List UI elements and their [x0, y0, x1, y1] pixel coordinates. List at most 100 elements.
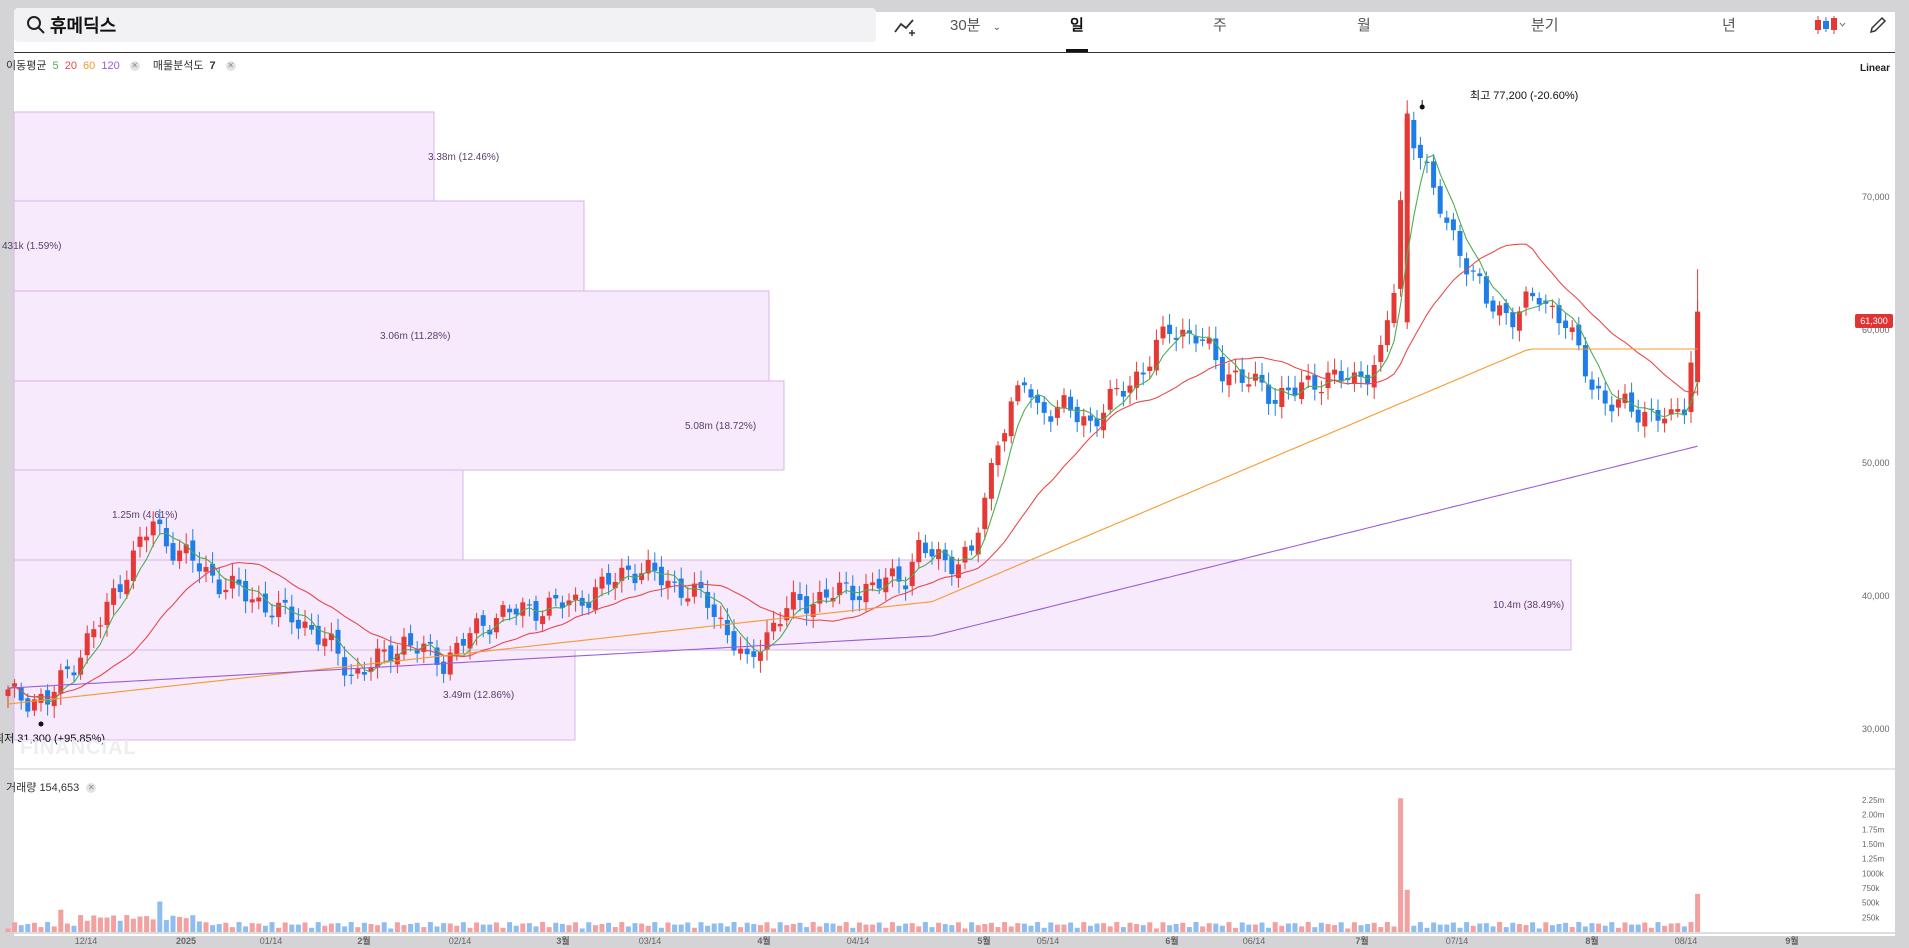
close-volume-profile-icon[interactable]: ✕ — [225, 61, 236, 72]
x-axis-tick-label: 3월 — [556, 935, 569, 946]
volume-bar — [1299, 926, 1305, 932]
x-axis-tick-label: 8월 — [1585, 935, 1598, 946]
candle-body — [685, 598, 691, 602]
ma60-line — [7, 348, 1698, 705]
candle-body — [78, 657, 84, 675]
candle-body — [784, 608, 790, 621]
volume-bar — [1404, 889, 1410, 932]
volume-bar — [982, 924, 988, 932]
volume-bar — [229, 927, 235, 932]
candle-body — [1021, 382, 1027, 386]
volume-bar — [1061, 924, 1067, 932]
candle-body — [1233, 370, 1239, 373]
candle-body — [1516, 311, 1522, 331]
volume-bar — [1312, 927, 1318, 932]
candle-body — [427, 641, 433, 644]
volume-bar — [830, 923, 836, 932]
candle-body — [315, 625, 321, 645]
line-drawing-tool-icon[interactable] — [893, 16, 917, 36]
stock-search-box[interactable] — [14, 8, 876, 42]
chart-type-candle-icon[interactable] — [1812, 15, 1846, 35]
tab-day[interactable]: 일 — [1070, 17, 1084, 34]
volume-bar — [434, 926, 440, 932]
candle-body — [460, 638, 466, 646]
candle-body — [903, 585, 909, 590]
candle-body — [507, 608, 513, 613]
tab-month[interactable]: 월 — [1357, 17, 1371, 34]
volume-bar — [170, 915, 176, 932]
volume-bar — [1596, 923, 1602, 932]
candle-body — [896, 566, 902, 582]
candle-body — [1549, 305, 1555, 308]
y-axis-tick-label: 60,000 — [1862, 325, 1890, 335]
volume-bar — [592, 925, 598, 932]
volume-profile-label: 3.49m (12.86%) — [443, 690, 514, 701]
volume-bar — [441, 923, 447, 932]
tab-year[interactable]: 년 — [1722, 17, 1736, 34]
candle-body — [1450, 219, 1456, 231]
pencil-edit-icon[interactable] — [1868, 15, 1888, 35]
candle-body — [1688, 362, 1694, 412]
volume-bar — [540, 922, 546, 932]
volume-bar — [203, 922, 209, 932]
candle-body — [474, 618, 480, 634]
volume-profile-bar — [13, 649, 576, 741]
candle-body — [573, 594, 579, 600]
volume-bar — [724, 926, 730, 932]
volume-bar — [718, 923, 724, 932]
candle-body — [1378, 344, 1384, 362]
candle-body — [1536, 298, 1542, 305]
candle-body — [493, 617, 499, 633]
volume-tick-label: 1.25m — [1862, 855, 1885, 864]
volume-bar — [1648, 927, 1654, 932]
volume-bar — [942, 924, 948, 932]
candle-body — [1140, 372, 1146, 375]
stock-name[interactable]: 휴메딕스 — [50, 16, 117, 36]
volume-bar — [520, 923, 526, 932]
candle-body — [526, 604, 532, 606]
tab-quarter[interactable]: 분기 — [1531, 17, 1559, 34]
volume-bar — [25, 924, 31, 932]
interval-dropdown[interactable]: 30분 ⌄ — [950, 17, 1002, 34]
volume-bar — [1193, 922, 1199, 932]
candle-body — [269, 615, 275, 618]
volume-bar — [1530, 922, 1536, 932]
candle-body — [738, 648, 744, 654]
volume-bar — [995, 927, 1001, 932]
volume-bar — [1114, 922, 1120, 932]
candle-body — [969, 545, 975, 551]
volume-bar — [216, 924, 222, 932]
close-volume-icon[interactable]: ✕ — [86, 783, 97, 794]
volume-bar — [507, 922, 513, 932]
search-icon[interactable] — [26, 15, 46, 35]
candle-body — [124, 579, 130, 595]
candle-body — [243, 581, 249, 602]
volume-bar — [1503, 927, 1509, 932]
close-ma-indicator-icon[interactable]: ✕ — [129, 61, 140, 72]
volume-bar — [1246, 924, 1252, 932]
candle-body — [1490, 300, 1496, 312]
volume-profile-label: 5.08m (18.72%) — [685, 421, 756, 432]
volume-bar — [929, 927, 935, 932]
volume-bar — [18, 925, 24, 932]
candle-body — [586, 601, 592, 608]
volume-bar — [711, 923, 717, 932]
candle-body — [1470, 270, 1476, 272]
candle-body — [711, 604, 717, 617]
window-frame-left — [0, 0, 14, 948]
volume-bar — [1556, 924, 1562, 932]
candle-body — [375, 648, 381, 668]
candle-body — [982, 497, 988, 530]
candle-body — [916, 539, 922, 563]
volume-bar — [1259, 922, 1265, 932]
candle-body — [830, 597, 836, 602]
tab-week[interactable]: 주 — [1213, 17, 1227, 34]
volume-bar — [1563, 922, 1569, 932]
scale-mode-toggle[interactable]: Linear — [1860, 63, 1891, 74]
candle-body — [1556, 305, 1562, 324]
candle-body — [302, 621, 308, 628]
volume-bar — [1378, 927, 1384, 932]
volume-bar — [678, 924, 684, 932]
volume-bar — [500, 927, 506, 932]
